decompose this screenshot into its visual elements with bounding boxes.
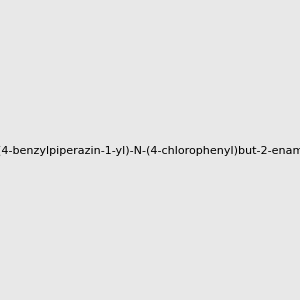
- Text: 3-(4-benzylpiperazin-1-yl)-N-(4-chlorophenyl)but-2-enamide: 3-(4-benzylpiperazin-1-yl)-N-(4-chloroph…: [0, 146, 300, 157]
